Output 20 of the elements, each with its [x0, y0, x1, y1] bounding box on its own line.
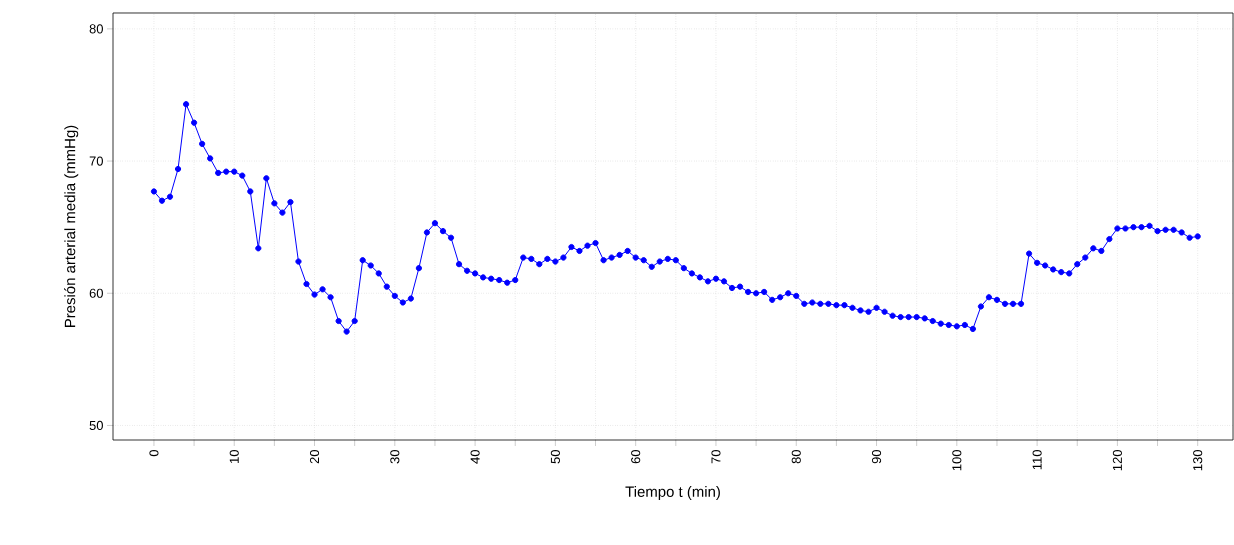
x-tick-label: 110: [1032, 450, 1042, 470]
x-tick-label: 100: [952, 450, 962, 471]
y-tick-label: 60: [89, 288, 103, 298]
x-tick-label: 50: [550, 450, 560, 464]
x-tick-label: 130: [1193, 450, 1203, 471]
x-tick-label: 10: [229, 450, 239, 463]
x-tick-label: 120: [1112, 450, 1122, 471]
x-tick-label: 80: [791, 450, 801, 464]
y-tick-label: 70: [89, 156, 103, 166]
y-axis-title: Presión arterial media (mmHg): [64, 125, 79, 328]
x-tick-label: 0: [149, 450, 159, 457]
x-tick-label: 90: [871, 450, 882, 464]
x-tick-label: 60: [631, 450, 641, 464]
x-tick-label: 30: [390, 450, 400, 464]
x-tick-label: 20: [309, 450, 320, 464]
x-tick-label: 40: [470, 450, 480, 464]
y-tick-label: 50: [89, 420, 103, 431]
y-tick-label: 80: [89, 24, 103, 34]
x-tick-label: 70: [711, 450, 721, 464]
x-axis-title: Tiempo t (min): [625, 485, 720, 500]
